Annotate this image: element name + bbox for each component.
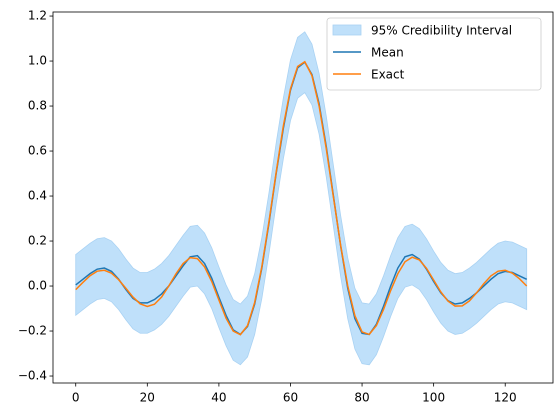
y-tick-label: 0.0 — [28, 279, 47, 293]
legend-box — [326, 17, 542, 91]
y-tick-label: 0.6 — [28, 144, 47, 158]
y-tick-label: 0.8 — [28, 99, 47, 113]
y-tick-label: 1.0 — [28, 54, 47, 68]
credibility-band — [75, 31, 528, 366]
y-tick-label: 1.2 — [28, 9, 47, 23]
x-tick-label: 0 — [72, 391, 80, 405]
x-tick-label: 120 — [494, 391, 517, 405]
y-tick-label: −0.4 — [18, 369, 47, 383]
line-mean — [75, 61, 528, 336]
x-tick-label: 20 — [140, 391, 155, 405]
legend: 95% Credibility Interval Mean Exact — [326, 17, 542, 91]
x-tick-label: 80 — [354, 391, 369, 405]
x-tick-label: 40 — [211, 391, 226, 405]
legend-label: 95% Credibility Interval — [371, 24, 512, 38]
legend-label: Exact — [371, 68, 405, 82]
legend-label: Mean — [371, 46, 404, 60]
y-tick-label: 0.2 — [28, 234, 47, 248]
legend-swatch — [332, 24, 362, 36]
line-exact — [75, 60, 528, 336]
plot-frame — [52, 11, 554, 384]
y-tick-label: −0.2 — [18, 324, 47, 338]
x-tick-label: 100 — [422, 391, 445, 405]
y-tick-label: 0.4 — [28, 189, 47, 203]
x-tick-label: 60 — [283, 391, 298, 405]
